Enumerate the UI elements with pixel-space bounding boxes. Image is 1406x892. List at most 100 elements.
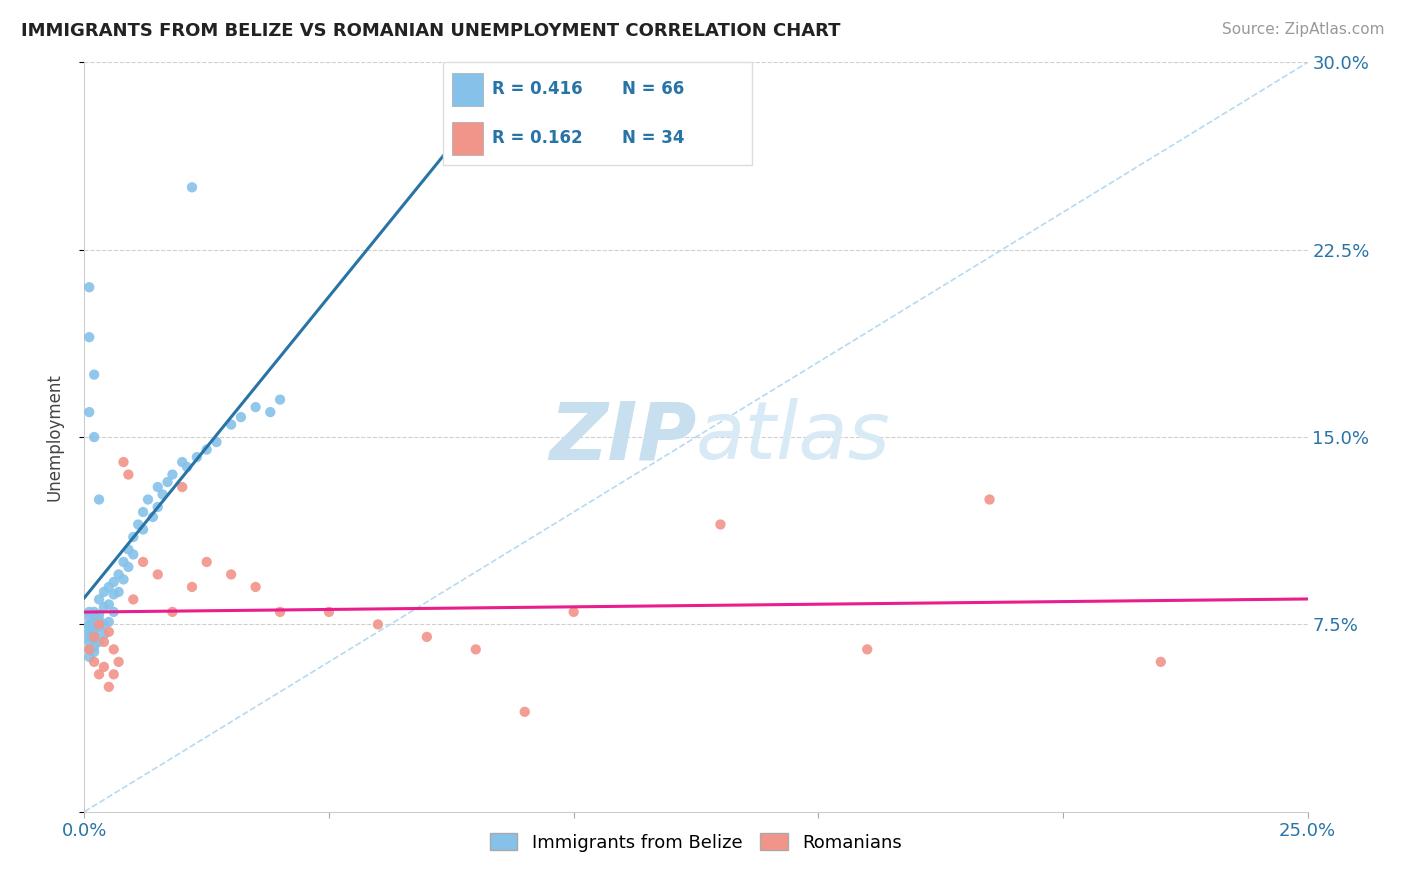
Point <box>979 492 1001 507</box>
Point <box>77 617 100 632</box>
Point <box>87 667 110 681</box>
Y-axis label: Unemployment: Unemployment <box>45 373 63 501</box>
Point <box>97 615 120 629</box>
Point <box>107 655 129 669</box>
Legend: Immigrants from Belize, Romanians: Immigrants from Belize, Romanians <box>484 826 908 859</box>
Text: ZIP: ZIP <box>548 398 696 476</box>
Point <box>103 642 125 657</box>
Point <box>132 523 155 537</box>
Point <box>87 607 110 622</box>
Point <box>83 605 105 619</box>
Point <box>77 610 100 624</box>
Point <box>77 649 100 664</box>
Point <box>77 635 100 649</box>
Point <box>107 585 129 599</box>
Point <box>97 624 120 639</box>
Point <box>416 630 439 644</box>
Point <box>112 573 135 587</box>
Point <box>562 605 585 619</box>
Point <box>186 450 208 464</box>
Text: IMMIGRANTS FROM BELIZE VS ROMANIAN UNEMPLOYMENT CORRELATION CHART: IMMIGRANTS FROM BELIZE VS ROMANIAN UNEMP… <box>21 22 841 40</box>
Point <box>97 680 120 694</box>
Point <box>259 405 281 419</box>
Point <box>122 548 145 562</box>
Point <box>142 510 165 524</box>
Point <box>176 460 198 475</box>
Point <box>513 705 536 719</box>
Point <box>87 635 110 649</box>
Point <box>87 492 110 507</box>
Point <box>172 480 194 494</box>
Point <box>77 405 100 419</box>
Point <box>122 592 145 607</box>
Point <box>77 605 100 619</box>
Point <box>122 530 145 544</box>
Point <box>103 574 125 589</box>
Point <box>219 417 242 432</box>
Point <box>93 617 115 632</box>
Point <box>195 442 218 457</box>
Point <box>205 435 228 450</box>
Point <box>709 517 731 532</box>
Point <box>245 580 267 594</box>
Point <box>127 517 149 532</box>
Point <box>83 368 105 382</box>
Point <box>83 632 105 647</box>
Point <box>132 505 155 519</box>
Point <box>103 587 125 601</box>
Point <box>132 555 155 569</box>
Point <box>195 555 218 569</box>
Point <box>269 605 291 619</box>
Point <box>117 467 139 482</box>
Point <box>162 467 184 482</box>
Point <box>269 392 291 407</box>
Point <box>83 655 105 669</box>
Point <box>93 635 115 649</box>
FancyBboxPatch shape <box>453 122 484 155</box>
Point <box>87 612 110 626</box>
Point <box>83 645 105 659</box>
Text: R = 0.416: R = 0.416 <box>492 80 583 98</box>
Point <box>117 542 139 557</box>
Point <box>146 567 169 582</box>
Point <box>83 630 105 644</box>
Point <box>83 623 105 637</box>
Point <box>112 555 135 569</box>
Point <box>146 500 169 514</box>
Point <box>87 620 110 634</box>
FancyBboxPatch shape <box>453 73 484 105</box>
Point <box>83 430 105 444</box>
Point <box>77 630 100 644</box>
Point <box>77 624 100 639</box>
Point <box>93 627 115 641</box>
Point <box>97 580 120 594</box>
Point <box>77 642 100 657</box>
Point <box>93 585 115 599</box>
Point <box>77 642 100 657</box>
Point <box>156 475 179 489</box>
Point <box>181 580 204 594</box>
Text: atlas: atlas <box>696 398 891 476</box>
Point <box>77 280 100 294</box>
Point <box>83 640 105 654</box>
Point <box>77 330 100 344</box>
Text: N = 66: N = 66 <box>623 80 685 98</box>
Point <box>181 180 204 194</box>
Point <box>93 660 115 674</box>
Point <box>117 560 139 574</box>
Point <box>152 487 174 501</box>
Point <box>367 617 389 632</box>
Text: N = 34: N = 34 <box>623 129 685 147</box>
Point <box>172 455 194 469</box>
Point <box>87 617 110 632</box>
Point <box>83 627 105 641</box>
Point <box>1150 655 1173 669</box>
Point <box>87 592 110 607</box>
Point <box>245 400 267 414</box>
Point <box>77 620 100 634</box>
Point <box>112 455 135 469</box>
Point <box>229 410 252 425</box>
Text: Source: ZipAtlas.com: Source: ZipAtlas.com <box>1222 22 1385 37</box>
Point <box>318 605 340 619</box>
Point <box>464 642 486 657</box>
